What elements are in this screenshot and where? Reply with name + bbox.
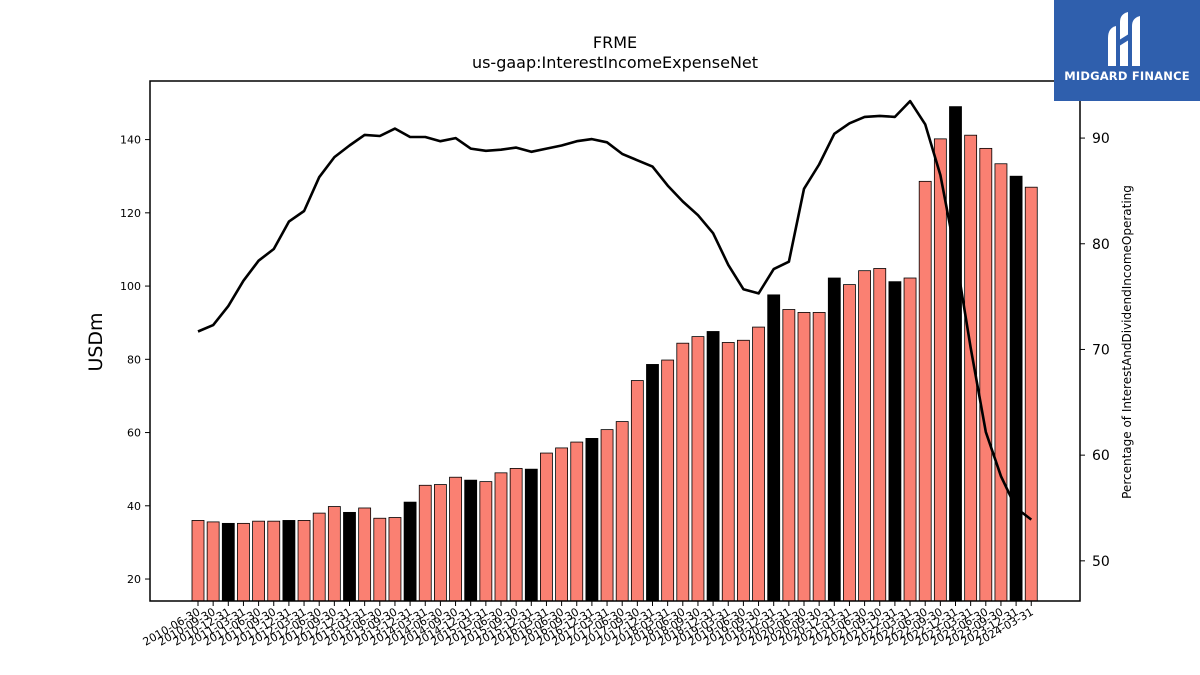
bar — [555, 447, 568, 602]
bar — [297, 520, 311, 602]
bar — [418, 484, 432, 602]
bar — [888, 281, 902, 602]
bar — [237, 522, 250, 602]
bar — [949, 106, 962, 602]
y2-tick-label: 60 — [1092, 448, 1110, 464]
bar — [873, 268, 887, 602]
bar — [494, 472, 508, 602]
y2-tick-label: 50 — [1092, 554, 1110, 570]
chart-subtitle: us-gaap:InterestIncomeExpenseNet — [472, 53, 758, 72]
bar — [782, 309, 796, 602]
bar — [630, 380, 644, 602]
bar — [979, 147, 993, 602]
y2-axis-label: Percentage of InterestAndDividendIncomeO… — [1120, 185, 1134, 499]
y-tick-label: 60 — [127, 427, 141, 440]
bar — [585, 438, 599, 602]
bar — [267, 520, 281, 602]
bar — [752, 326, 765, 602]
bar — [646, 364, 659, 602]
bar — [433, 484, 447, 602]
bar — [676, 342, 690, 602]
bar — [358, 507, 372, 602]
bar — [1024, 186, 1038, 602]
bar — [918, 180, 932, 602]
chart-title: FRME — [593, 33, 637, 52]
midgard-finance-logo: MIDGARD FINANCE — [1054, 0, 1200, 101]
bar — [933, 138, 947, 602]
bar — [797, 312, 811, 602]
y-tick-label: 100 — [120, 280, 141, 293]
logo-text: MIDGARD FINANCE — [1064, 69, 1190, 83]
bar — [388, 517, 402, 602]
bar — [449, 476, 462, 602]
y2-tick-label: 90 — [1092, 131, 1110, 147]
bar — [191, 520, 205, 602]
bar — [327, 506, 341, 602]
y-tick-label: 80 — [127, 353, 141, 366]
bar — [600, 429, 614, 602]
y-tick-label: 120 — [120, 207, 141, 220]
bar — [812, 312, 826, 602]
bar — [691, 336, 705, 602]
y-tick-label: 140 — [120, 134, 141, 147]
y-axis-label: USDm — [85, 312, 107, 371]
bar — [373, 517, 387, 602]
line-series — [197, 99, 1033, 521]
logo-mark-icon — [1108, 12, 1140, 66]
bar — [1009, 175, 1023, 602]
y-tick-label: 40 — [127, 500, 141, 513]
bar — [540, 452, 553, 602]
bar — [858, 270, 871, 602]
bar — [221, 522, 235, 602]
bar — [721, 342, 735, 602]
bar — [706, 331, 720, 602]
bar — [903, 277, 917, 602]
bar — [994, 163, 1008, 602]
bar — [843, 284, 856, 602]
bar — [767, 294, 781, 602]
bar — [206, 521, 220, 602]
bar — [343, 511, 356, 602]
y2-tick-label: 70 — [1092, 342, 1110, 358]
bar — [403, 501, 417, 602]
bar — [827, 277, 841, 602]
bar — [252, 520, 266, 602]
bar — [282, 520, 296, 602]
axes: 2040608010012014050607080902010-06-30201… — [120, 80, 1110, 649]
bar — [615, 421, 629, 602]
bar — [570, 441, 584, 602]
bar — [312, 512, 326, 602]
y2-tick-label: 80 — [1092, 237, 1110, 253]
bar — [479, 481, 493, 602]
bar — [509, 468, 523, 602]
bar — [524, 468, 538, 602]
y-tick-label: 20 — [127, 573, 141, 586]
plot-frame — [149, 80, 1081, 602]
line-path — [197, 99, 1033, 521]
bar — [737, 339, 750, 602]
bar — [661, 359, 675, 602]
bar — [464, 479, 478, 602]
